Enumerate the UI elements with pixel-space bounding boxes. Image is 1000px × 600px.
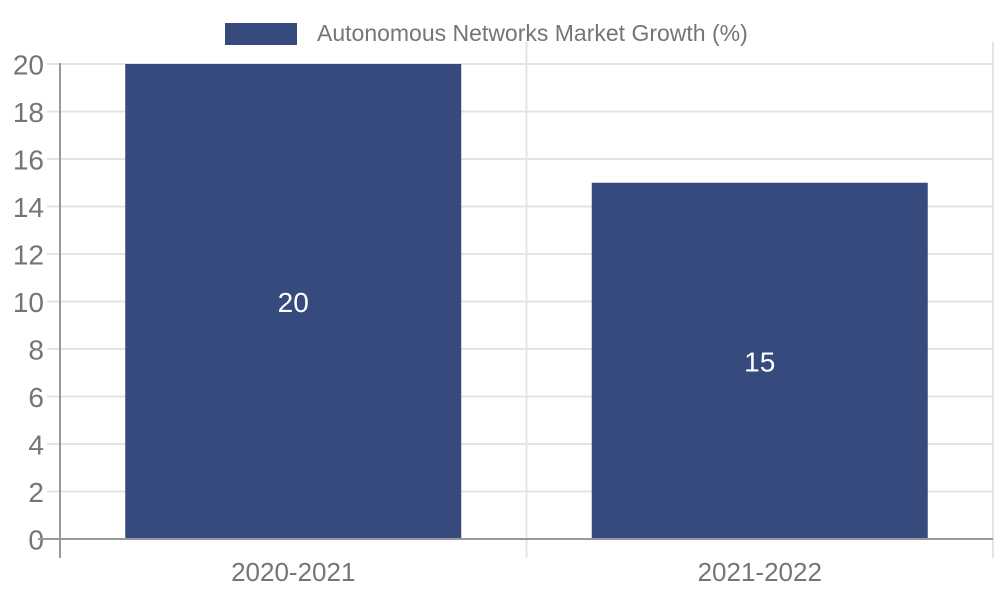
bar (591, 182, 928, 539)
y-tick-label: 4 (28, 430, 44, 461)
chart-legend: Autonomous Networks Market Growth (%) (225, 20, 748, 47)
x-tick-label: 2021-2022 (698, 557, 822, 587)
bar-value-label: 15 (744, 346, 775, 377)
legend-label: Autonomous Networks Market Growth (%) (317, 20, 748, 46)
bar-value-label: 20 (278, 287, 309, 318)
y-tick-label: 14 (13, 192, 44, 223)
y-tick-label: 18 (13, 97, 44, 128)
y-tick-label: 12 (13, 240, 44, 271)
bar (125, 64, 462, 539)
y-tick-label: 6 (28, 382, 44, 413)
y-tick-label: 2 (28, 477, 44, 508)
y-tick-label: 20 (13, 50, 44, 81)
y-tick-label: 10 (13, 287, 44, 318)
y-tick-label: 0 (28, 525, 44, 556)
y-tick-label: 8 (28, 335, 44, 366)
y-tick-label: 16 (13, 145, 44, 176)
x-tick-label: 2020-2021 (231, 557, 355, 587)
legend-swatch (225, 22, 297, 45)
